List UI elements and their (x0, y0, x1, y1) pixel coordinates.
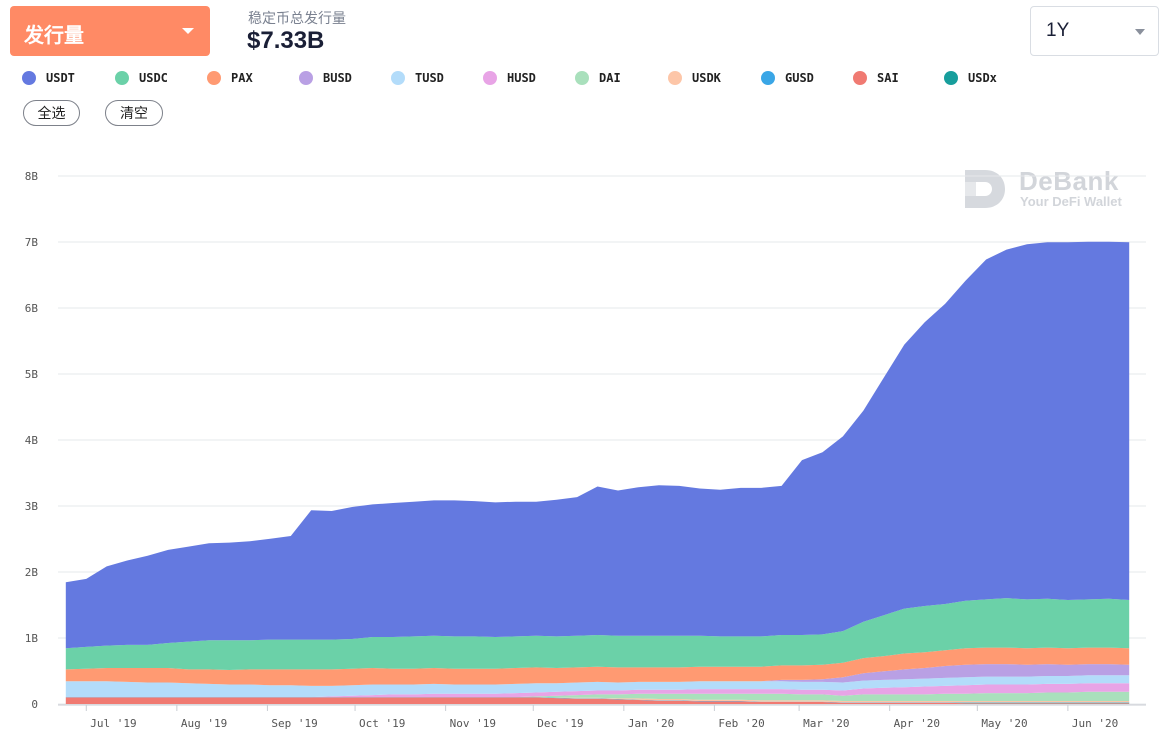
clear-button[interactable]: 清空 (105, 100, 163, 126)
area-husd (65, 683, 1130, 698)
legend-dot-icon (483, 71, 497, 85)
y-tick-label: 7B (25, 236, 39, 249)
area-usdc (65, 598, 1130, 670)
y-tick-label: 4B (25, 434, 39, 447)
x-tick-label: Dec '19 (537, 717, 583, 730)
metric-dropdown-label: 发行量 (24, 25, 84, 47)
legend-dot-icon (668, 71, 682, 85)
area-dai (65, 691, 1130, 701)
legend-label: HUSD (507, 71, 536, 85)
legend-dot-icon (761, 71, 775, 85)
time-range-label: 1Y (1046, 20, 1070, 41)
x-tick-label: Mar '20 (803, 717, 849, 730)
chevron-down-icon (182, 28, 194, 34)
x-tick-label: Sep '19 (271, 717, 317, 730)
select-all-button[interactable]: 全选 (23, 100, 80, 126)
legend-label: DAI (599, 71, 621, 85)
watermark-tagline: Your DeFi Wallet (1020, 194, 1122, 209)
legend-label: BUSD (323, 71, 352, 85)
area-sai (65, 697, 1130, 704)
legend-dot-icon (22, 71, 36, 85)
legend-dot-icon (575, 71, 589, 85)
y-tick-label: 5B (25, 368, 39, 381)
x-tick-label: Nov '19 (450, 717, 496, 730)
legend-label: TUSD (415, 71, 444, 85)
y-tick-label: 8B (25, 170, 39, 183)
area-usdx (65, 697, 1130, 704)
x-tick-label: Feb '20 (718, 717, 764, 730)
legend-label: USDK (692, 71, 721, 85)
legend-label: SAI (877, 71, 899, 85)
metric-dropdown[interactable]: 发行量 (10, 6, 210, 56)
legend-label: USDC (139, 71, 168, 85)
y-tick-label: 0 (31, 698, 38, 711)
legend-label: USDx (968, 71, 997, 85)
y-tick-label: 6B (25, 302, 39, 315)
legend-dot-icon (391, 71, 405, 85)
chevron-down-icon (1135, 29, 1145, 35)
debank-logo-icon (965, 170, 1005, 208)
y-tick-label: 1B (25, 632, 39, 645)
area-usdk (65, 697, 1130, 703)
legend-label: USDT (46, 71, 75, 85)
x-tick-label: Jul '19 (90, 717, 136, 730)
x-tick-label: Jun '20 (1072, 717, 1118, 730)
x-tick-label: Oct '19 (359, 717, 405, 730)
total-supply-value: $7.33B (247, 27, 325, 54)
area-pax (65, 647, 1130, 686)
y-tick-label: 2B (25, 566, 39, 579)
area-tusd (65, 675, 1130, 698)
legend-dot-icon (944, 71, 958, 85)
x-tick-label: May '20 (981, 717, 1027, 730)
area-usdt (65, 241, 1130, 649)
total-supply-label: 稳定币总发行量 (248, 10, 346, 26)
x-tick-label: Aug '19 (181, 717, 227, 730)
watermark-brand: DeBank (1019, 166, 1119, 196)
y-tick-label: 3B (25, 500, 39, 513)
legend-label: PAX (231, 71, 253, 85)
legend-dot-icon (207, 71, 221, 85)
legend-dot-icon (299, 71, 313, 85)
x-tick-label: Jan '20 (628, 717, 674, 730)
stacked-areas (65, 241, 1130, 704)
area-busd (65, 664, 1130, 686)
x-tick-label: Apr '20 (894, 717, 940, 730)
legend-dot-icon (853, 71, 867, 85)
legend-label: GUSD (785, 71, 814, 85)
time-range-dropdown[interactable]: 1Y (1030, 6, 1159, 56)
legend-dot-icon (115, 71, 129, 85)
debank-watermark: DeBank Your DeFi Wallet (963, 166, 1138, 212)
axes: 0 1B 2B 3B 4B 5B 6B 7B 8B Jul '19 Aug '19 Sep '19 Oc… (25, 170, 1146, 730)
